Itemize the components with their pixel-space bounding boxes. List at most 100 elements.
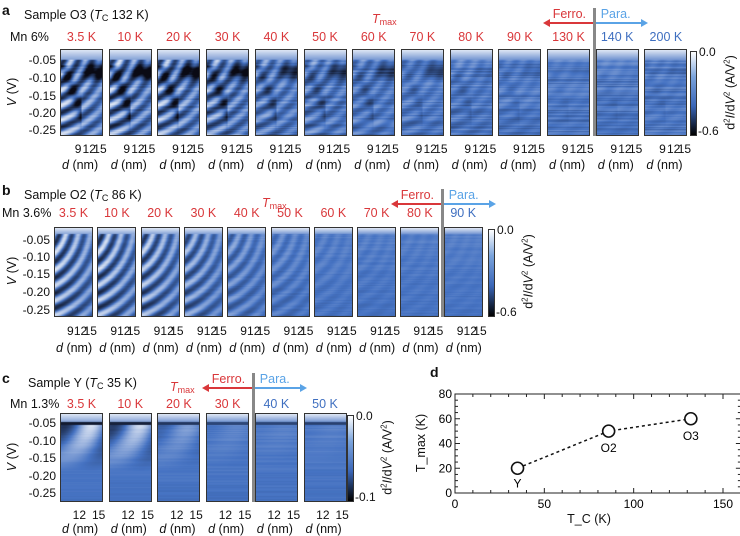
- arrow-left-icon: [201, 384, 209, 392]
- heatmap-panel: [140, 227, 180, 317]
- tmax-label: Tmax: [170, 380, 195, 395]
- y-tick-label: -0.15: [28, 89, 56, 103]
- heatmap-panel: [400, 49, 444, 136]
- point-label: O2: [601, 441, 617, 455]
- temperature-label: 30 K: [190, 206, 217, 220]
- heatmap-image: [109, 50, 151, 135]
- x-tick-label: 15: [677, 142, 692, 156]
- temperature-label: 200 K: [649, 30, 683, 44]
- heatmap-panel: [254, 49, 298, 136]
- ferro-para-divider: [440, 189, 444, 317]
- x-axis-label-d: T_C (K): [567, 512, 611, 526]
- temperature-label: 20 K: [166, 397, 192, 411]
- temperature-label: 10 K: [117, 397, 144, 411]
- y-tick-label: -0.20: [28, 106, 56, 120]
- x-tick-label: 15: [140, 508, 155, 522]
- x-axis-label: d (nm): [62, 522, 99, 536]
- y-tick-label: -0.25: [28, 123, 56, 137]
- x-tick-label: 12: [228, 142, 242, 156]
- ferro-para-divider: [592, 8, 596, 136]
- x-tick-label: 9: [172, 142, 179, 156]
- colorbar-max: 0.0: [699, 45, 716, 59]
- temperature-label: 10 K: [103, 206, 130, 220]
- x-tick-label: 9: [318, 142, 325, 156]
- x-axis-label: d (nm): [315, 341, 352, 355]
- temperature-label: 3.5 K: [66, 397, 97, 411]
- heatmap-panel: [227, 227, 267, 317]
- x-tick-label: 12: [82, 142, 96, 156]
- x-tick-label: 12: [290, 324, 304, 338]
- x-tick-label: 15: [286, 508, 301, 522]
- heatmap-image: [55, 228, 92, 316]
- heatmap-panel: [157, 413, 201, 502]
- ferro-arrow: [544, 22, 593, 24]
- x-tick-label: 15: [189, 508, 203, 522]
- x-tick-label: 12: [326, 142, 340, 156]
- x-tick-label: 12: [72, 508, 87, 522]
- heatmap-image: [158, 50, 200, 135]
- data-point-O3: [684, 411, 698, 426]
- temperature-label: 30 K: [214, 397, 241, 411]
- colorbar-max: 0.0: [356, 409, 373, 423]
- x-tick-label: 12: [316, 508, 330, 522]
- x-tick-label: 9: [110, 324, 118, 338]
- sample-title: Sample O2 (TC 86 K): [24, 188, 142, 203]
- x-tick-label: 9: [67, 324, 74, 338]
- heatmap-panel: [357, 227, 397, 317]
- x-tick-label: 15: [531, 142, 545, 156]
- x-tick-label: 15: [629, 142, 643, 156]
- x-tick-label: 12: [160, 324, 174, 338]
- tmax-label: Tmax: [262, 196, 287, 211]
- ferro-arrow: [392, 203, 441, 205]
- x-tick-label: 15: [429, 324, 444, 338]
- x-tick-label: 15: [343, 324, 357, 338]
- para-label: Para.: [600, 7, 631, 21]
- x-tick-label: 9: [464, 142, 471, 156]
- ferro-label: Ferro.: [400, 188, 435, 202]
- temperature-label: 40 K: [263, 30, 290, 44]
- data-point-O2: [601, 424, 616, 438]
- x-tick-label: 15: [386, 324, 401, 338]
- temperature-label: 40 K: [233, 206, 260, 220]
- heatmap-image: [207, 50, 249, 135]
- heatmap-image: [499, 50, 541, 135]
- temperature-label: 50 K: [312, 30, 338, 44]
- heatmap-panel: [400, 227, 440, 317]
- x-axis-label: d (nm): [272, 341, 309, 355]
- x-axis-label: d (nm): [359, 341, 396, 355]
- temperature-label: 70 K: [409, 30, 436, 44]
- heatmap-image: [255, 414, 297, 501]
- colorbar-min: -0.1: [355, 490, 376, 504]
- y-tick-label: -0.05: [22, 233, 50, 247]
- heatmap-image: [645, 50, 687, 135]
- para-label: Para.: [259, 372, 290, 386]
- y-tick-label: 20: [439, 461, 453, 475]
- heatmap-image: [184, 228, 222, 316]
- x-tick-label: 15: [83, 324, 97, 338]
- x-tick-label: 9: [413, 324, 421, 338]
- x-axis-label: d (nm): [56, 341, 93, 355]
- x-tick-label: 15: [93, 142, 107, 156]
- x-tick-label: 15: [335, 508, 349, 522]
- x-axis-label: d (nm): [99, 341, 136, 355]
- arrow-right-icon: [299, 384, 307, 392]
- temperature-label: 130 K: [552, 30, 585, 44]
- x-tick-label: 9: [415, 142, 423, 156]
- ferro-label: Ferro.: [211, 372, 246, 386]
- y-tick-label: -0.10: [28, 71, 56, 85]
- x-tick-label: 15: [238, 508, 252, 522]
- x-axis-label: d (nm): [62, 158, 99, 172]
- heatmap-image: [401, 228, 439, 316]
- x-tick-label: 15: [580, 142, 594, 156]
- panel-letter-c: c: [2, 370, 10, 386]
- x-tick-label: 15: [300, 324, 314, 338]
- x-tick-label: 12: [203, 324, 218, 338]
- para-arrow: [595, 22, 644, 24]
- y-tick-label: -0.25: [28, 486, 56, 500]
- y-tick-label: 0: [445, 486, 452, 500]
- point-label: Y: [514, 476, 522, 490]
- x-axis-label: d (nm): [445, 341, 482, 355]
- x-axis-label: d (nm): [305, 158, 342, 172]
- x-tick-label: 15: [92, 508, 106, 522]
- x-tick-label: 9: [456, 324, 464, 338]
